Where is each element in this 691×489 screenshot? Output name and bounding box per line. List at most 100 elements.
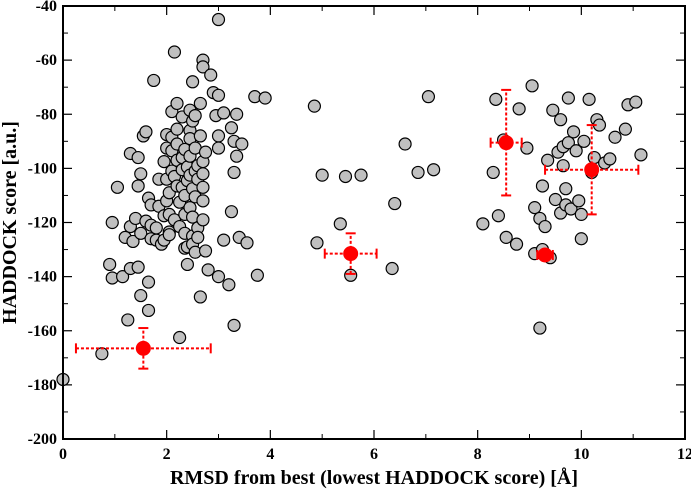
- scatter-point: [147, 73, 161, 88]
- scatter-point: [486, 165, 500, 180]
- scatter-point: [126, 234, 140, 249]
- y-tick-label: -120: [28, 215, 57, 232]
- scatter-point: [553, 113, 568, 127]
- scatter-point: [193, 96, 207, 111]
- scatter-point: [196, 180, 210, 194]
- scatter-point: [427, 163, 441, 177]
- scatter-point: [211, 12, 226, 27]
- scatter-point: [196, 60, 210, 74]
- data-points: [56, 12, 648, 387]
- scatter-point: [188, 109, 202, 123]
- scatter-point: [574, 232, 588, 246]
- scatter-point: [173, 330, 187, 345]
- x-tick-label: 0: [59, 446, 67, 463]
- y-tick-label: -100: [28, 160, 57, 177]
- scatter-point: [217, 106, 231, 120]
- scatter-point: [191, 230, 205, 244]
- scatter-point: [198, 145, 213, 159]
- cluster-mean-point: [584, 162, 600, 178]
- scatter-point: [180, 257, 194, 272]
- scatter-point: [533, 321, 547, 335]
- scatter-point: [559, 182, 573, 196]
- cluster-means: [135, 135, 600, 356]
- x-axis-title: RMSD from best (lowest HADDOCK score) [Å…: [170, 466, 578, 489]
- scatter-point: [489, 92, 503, 106]
- tick-labels: 0 2 4 6 8 10 12 -200 -180 -160 -140 -120 -100 -80 -60 -…: [28, 0, 691, 463]
- y-tick-label: -180: [28, 377, 57, 394]
- scatter-point: [634, 148, 648, 162]
- scatter-point: [509, 237, 524, 251]
- scatter-point: [411, 165, 425, 180]
- scatter-point: [546, 103, 560, 117]
- scatter-point: [577, 134, 591, 148]
- y-tick-label: -80: [36, 106, 57, 123]
- scatter-point: [170, 122, 184, 136]
- y-tick-label: -40: [36, 0, 57, 15]
- scatter-point: [224, 205, 239, 219]
- scatter-point: [608, 130, 622, 144]
- scatter-point: [196, 167, 210, 181]
- scatter-point: [134, 288, 148, 303]
- scatter-point: [201, 263, 215, 277]
- scatter-point: [240, 236, 254, 250]
- scatter-point: [131, 179, 145, 193]
- scatter-point: [230, 107, 244, 121]
- scatter-point: [211, 270, 226, 284]
- scatter-point: [520, 141, 534, 155]
- scatter-point: [421, 90, 436, 104]
- x-tick-label: 6: [370, 446, 378, 463]
- scatter-point: [603, 152, 617, 166]
- scatter-point: [157, 155, 171, 169]
- scatter-point: [103, 257, 117, 272]
- scatter-point: [196, 213, 210, 227]
- scatter-point: [170, 96, 184, 111]
- scatter-point: [561, 91, 575, 105]
- scatter-point: [185, 75, 200, 89]
- scatter-point: [250, 268, 264, 282]
- scatter-point: [193, 290, 207, 304]
- scatter-point: [491, 209, 505, 223]
- plot-frame: [62, 5, 686, 440]
- scatter-point: [105, 215, 119, 230]
- scatter-point: [398, 137, 412, 151]
- scatter-point: [572, 194, 586, 208]
- scatter-point: [204, 68, 218, 82]
- scatter-point: [566, 125, 581, 139]
- cluster-mean-point: [343, 246, 359, 262]
- scatter-point: [344, 268, 358, 282]
- y-tick-label: -160: [28, 323, 57, 340]
- scatter-point: [230, 149, 244, 163]
- x-tick-label: 8: [474, 446, 482, 463]
- scatter-point: [141, 275, 156, 289]
- scatter-point: [211, 129, 226, 143]
- scatter-point: [535, 179, 550, 193]
- scatter-point: [333, 217, 347, 231]
- scatter-point: [224, 121, 239, 135]
- scatter-point: [139, 125, 153, 139]
- scatter-point: [116, 270, 130, 284]
- scatter-point: [525, 79, 539, 93]
- scatter-point: [134, 226, 148, 240]
- cluster-mean-point: [498, 135, 514, 151]
- scatter-point: [227, 165, 241, 180]
- x-tick-label: 12: [677, 446, 691, 463]
- scatter-point: [629, 95, 643, 109]
- scatter-point: [385, 261, 399, 276]
- scatter-point: [582, 92, 596, 106]
- scatter-point: [258, 91, 272, 105]
- scatter-point: [131, 150, 145, 165]
- scatter-point: [211, 141, 226, 155]
- y-tick-label: -60: [36, 52, 57, 69]
- scatter-point: [315, 168, 329, 182]
- scatter-point: [110, 180, 125, 194]
- x-tick-label: 10: [573, 446, 589, 463]
- scatter-point: [227, 318, 241, 332]
- scatter-point: [499, 230, 513, 244]
- scatter-point: [307, 99, 321, 113]
- scatter-point: [235, 137, 249, 151]
- scatter-point: [564, 202, 578, 216]
- x-tick-label: 2: [163, 446, 171, 463]
- scatter-point: [222, 278, 236, 292]
- scatter-point: [528, 201, 542, 215]
- scatter-point: [548, 192, 563, 207]
